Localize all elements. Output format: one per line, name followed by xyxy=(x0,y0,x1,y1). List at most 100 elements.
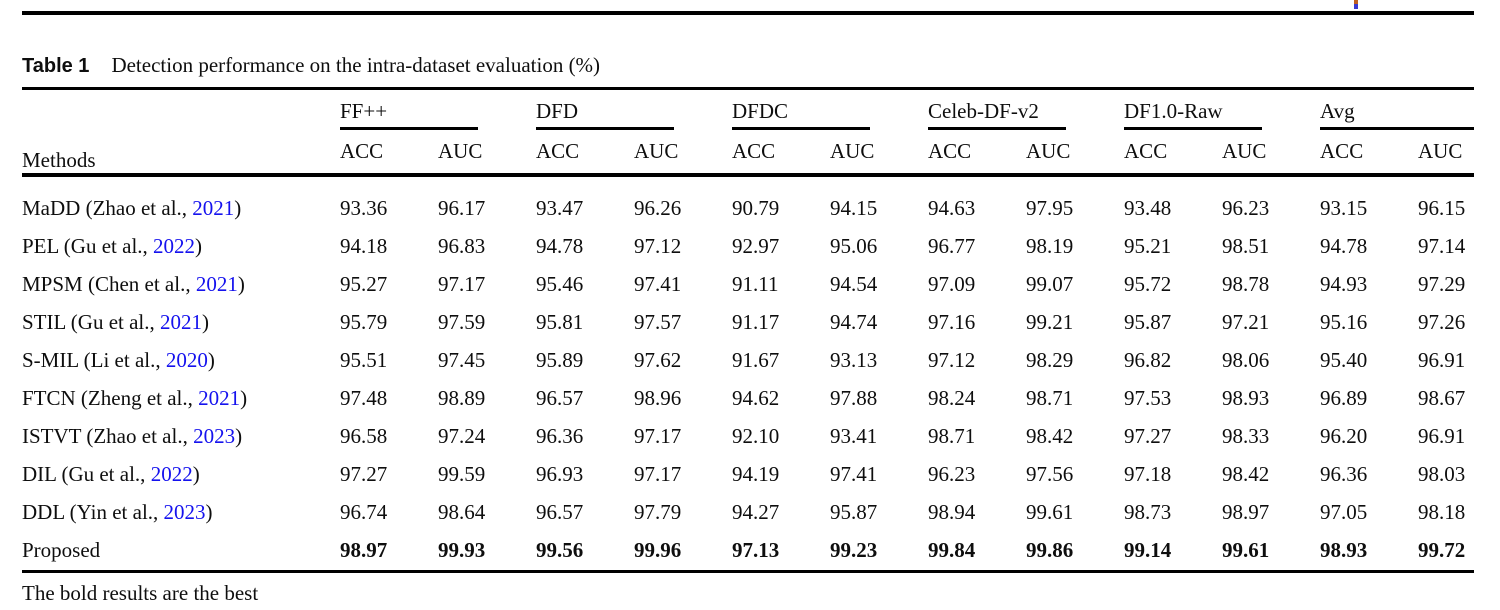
metric-value-cell: 96.23 xyxy=(1222,195,1270,220)
metric-value-cell: 93.13 xyxy=(830,347,878,372)
metric-value-cell: 95.16 xyxy=(1320,309,1368,334)
citation-year-link[interactable]: 2021 xyxy=(192,195,235,220)
metric-value-cell: 94.74 xyxy=(830,309,878,334)
metric-value-cell: 98.42 xyxy=(1026,423,1074,448)
metric-value-cell: 91.17 xyxy=(732,309,780,334)
subheader-acc: ACC xyxy=(1320,130,1419,177)
group-header-dfd: DFD xyxy=(536,90,732,130)
metric-value-cell: 99.14 xyxy=(1124,537,1172,562)
method-name: Proposed xyxy=(22,537,101,562)
method-name: DDL (Yin et al., xyxy=(22,499,164,524)
table-row: STIL (Gu et al., 2021) 95.79 97.59 95.81… xyxy=(22,303,1474,341)
metric-value-cell: 99.56 xyxy=(536,537,584,562)
subheader-acc: ACC xyxy=(340,130,438,177)
method-name: MaDD (Zhao et al., xyxy=(22,195,193,220)
metric-value-cell: 97.27 xyxy=(340,461,388,486)
metric-value-cell: 97.12 xyxy=(928,347,976,372)
metric-value-cell: 97.26 xyxy=(1418,309,1466,334)
metric-value-cell: 95.87 xyxy=(830,499,878,524)
metric-value-cell: 97.17 xyxy=(634,461,682,486)
metric-value-cell: 99.21 xyxy=(1026,309,1074,334)
subheader-auc: AUC xyxy=(1026,130,1125,177)
metric-value-cell: 97.17 xyxy=(438,271,486,296)
subheader-row: ACC AUC ACC AUC ACC AUC ACC AUC ACC AUC … xyxy=(22,130,1474,177)
method-name: FTCN (Zheng et al., xyxy=(22,385,199,410)
method-name-suffix: ) xyxy=(202,309,210,334)
metric-value-cell: 94.78 xyxy=(536,233,584,258)
metric-value-cell: 98.29 xyxy=(1026,347,1074,372)
subheader-acc: ACC xyxy=(928,130,1026,177)
method-name: S-MIL (Li et al., xyxy=(22,347,166,372)
table-row: DDL (Yin et al., 2023) 96.74 98.64 96.57… xyxy=(22,493,1474,531)
method-cell: PEL (Gu et al., 2022) xyxy=(22,227,340,265)
metric-value-cell: 97.16 xyxy=(928,309,976,334)
metric-value-cell: 97.57 xyxy=(634,309,682,334)
method-name-suffix: ) xyxy=(240,385,248,410)
metric-value-cell: 96.93 xyxy=(536,461,584,486)
metric-value-cell: 94.62 xyxy=(732,385,780,410)
table-caption: Table 1 Detection performance on the intr… xyxy=(22,52,1474,80)
table-row: MaDD (Zhao et al., 2021) 93.36 96.17 93.… xyxy=(22,175,1474,227)
metric-value-cell: 97.53 xyxy=(1124,385,1172,410)
metric-value-cell: 98.71 xyxy=(1026,385,1074,410)
citation-year-link[interactable]: 2022 xyxy=(153,233,196,258)
metric-value-cell: 99.59 xyxy=(438,461,486,486)
subheader-auc: AUC xyxy=(1222,130,1321,177)
citation-year-link[interactable]: 2021 xyxy=(160,309,203,334)
table-caption-text: Detection performance on the intra-datas… xyxy=(111,53,601,77)
metric-value-cell: 95.72 xyxy=(1124,271,1172,296)
table-row: ISTVT (Zhao et al., 2023) 96.58 97.24 96… xyxy=(22,417,1474,455)
metric-value-cell: 99.23 xyxy=(830,537,878,562)
metric-value-cell: 96.26 xyxy=(634,195,682,220)
metric-value-cell: 97.09 xyxy=(928,271,976,296)
top-rule xyxy=(22,11,1474,15)
subheader-acc: ACC xyxy=(732,130,830,177)
metric-value-cell: 94.19 xyxy=(732,461,780,486)
metric-value-cell: 99.61 xyxy=(1222,537,1270,562)
group-underline xyxy=(340,127,478,130)
method-name-suffix: ) xyxy=(205,499,213,524)
citation-year-link[interactable]: 2022 xyxy=(150,461,193,486)
metric-value-cell: 95.79 xyxy=(340,309,388,334)
metric-value-cell: 94.93 xyxy=(1320,271,1368,296)
metric-value-cell: 95.51 xyxy=(340,347,388,372)
metric-value-cell: 98.03 xyxy=(1418,461,1466,486)
group-underline xyxy=(536,127,674,130)
citation-year-link[interactable]: 2021 xyxy=(198,385,241,410)
citation-year-link[interactable]: 2023 xyxy=(193,423,236,448)
metric-value-cell: 97.14 xyxy=(1418,233,1466,258)
metric-value-cell: 97.41 xyxy=(634,271,682,296)
metric-value-cell: 97.88 xyxy=(830,385,878,410)
metric-value-cell: 95.40 xyxy=(1320,347,1368,372)
metric-value-cell: 98.71 xyxy=(928,423,976,448)
metric-value-cell: 92.97 xyxy=(732,233,780,258)
metric-value-cell: 96.89 xyxy=(1320,385,1368,410)
metric-value-cell: 98.24 xyxy=(928,385,976,410)
subheader-acc: ACC xyxy=(1124,130,1223,177)
table-footnote: The bold results are the best xyxy=(22,581,259,605)
metric-value-cell: 94.63 xyxy=(928,195,976,220)
subheader-auc: AUC xyxy=(830,130,928,177)
metric-value-cell: 95.87 xyxy=(1124,309,1172,334)
metric-value-cell: 98.94 xyxy=(928,499,976,524)
citation-year-link[interactable]: 2023 xyxy=(163,499,206,524)
group-header-celeb-df-v2: Celeb-DF-v2 xyxy=(928,90,1124,130)
metric-value-cell: 97.12 xyxy=(634,233,682,258)
citation-year-link[interactable]: 2021 xyxy=(195,271,238,296)
metric-value-cell: 98.93 xyxy=(1222,385,1270,410)
metric-value-cell: 98.18 xyxy=(1418,499,1466,524)
subheader-auc: AUC xyxy=(634,130,732,177)
citation-year-link[interactable]: 2020 xyxy=(165,347,208,372)
metric-value-cell: 97.18 xyxy=(1124,461,1172,486)
metric-value-cell: 98.97 xyxy=(1222,499,1270,524)
table-row: MPSM (Chen et al., 2021) 95.27 97.17 95.… xyxy=(22,265,1474,303)
method-cell: ISTVT (Zhao et al., 2023) xyxy=(22,417,340,455)
metric-value-cell: 90.79 xyxy=(732,195,780,220)
table-row: S-MIL (Li et al., 2020) 95.51 97.45 95.8… xyxy=(22,341,1474,379)
metric-value-cell: 99.07 xyxy=(1026,271,1074,296)
method-cell: FTCN (Zheng et al., 2021) xyxy=(22,379,340,417)
metric-value-cell: 96.36 xyxy=(536,423,584,448)
page-edge-artifact xyxy=(1354,0,1358,9)
metric-value-cell: 94.54 xyxy=(830,271,878,296)
method-name-suffix: ) xyxy=(234,195,242,220)
